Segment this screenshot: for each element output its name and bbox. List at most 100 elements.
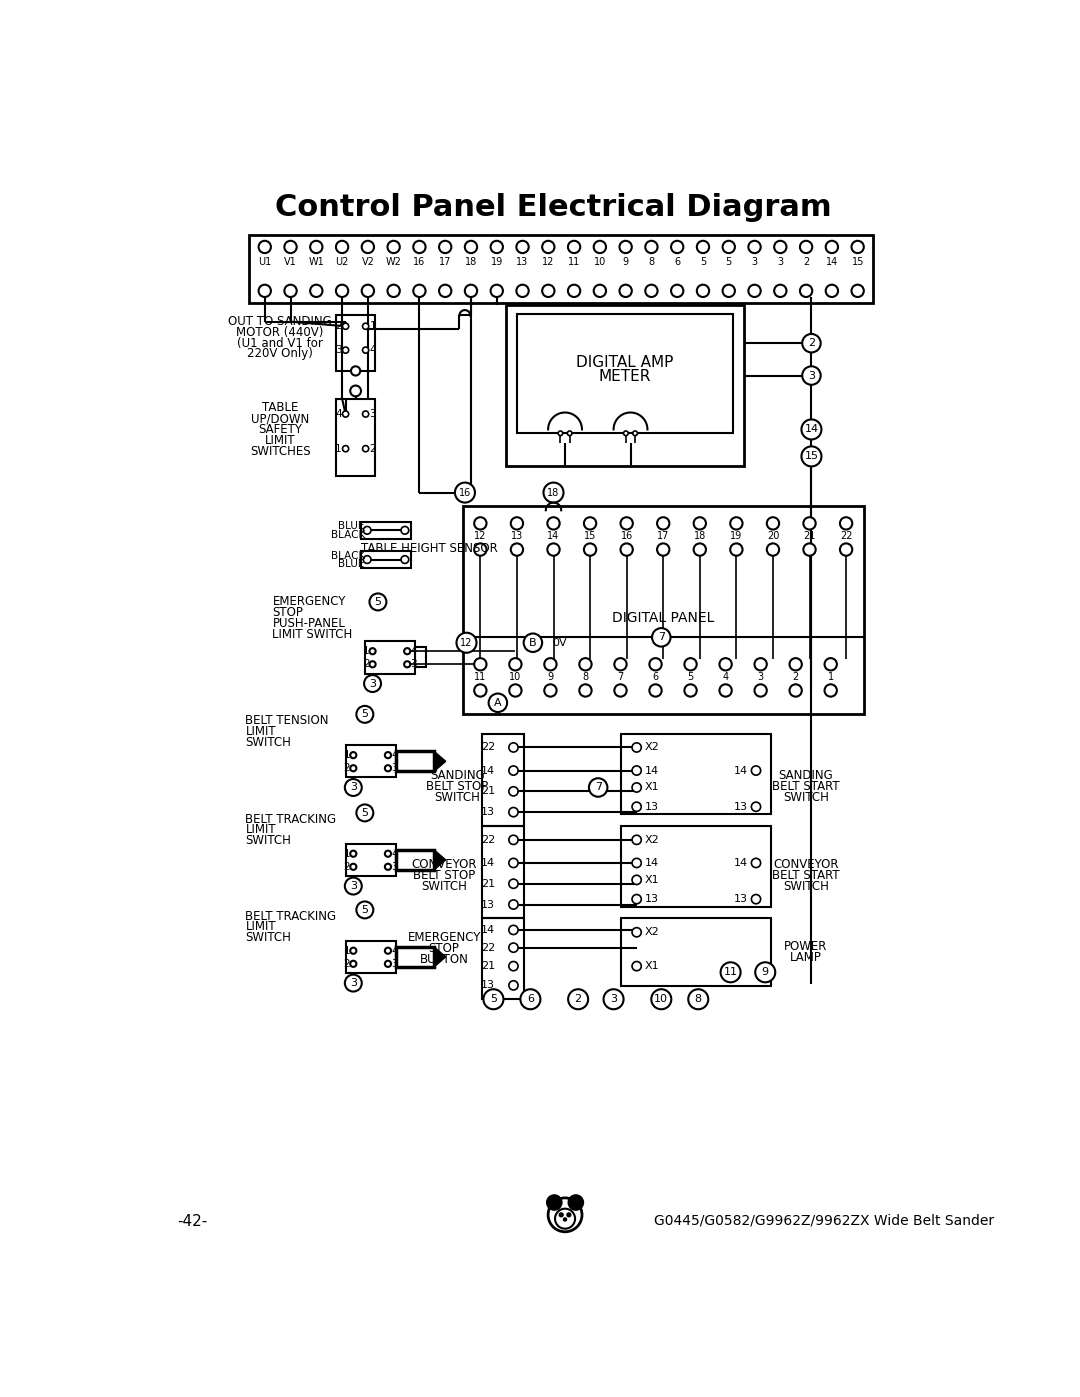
Circle shape bbox=[774, 240, 786, 253]
Text: UP/DOWN: UP/DOWN bbox=[251, 412, 309, 425]
Bar bbox=[346, 844, 395, 876]
Text: 10: 10 bbox=[654, 995, 669, 1004]
Circle shape bbox=[621, 543, 633, 556]
Text: 1: 1 bbox=[343, 750, 350, 760]
Bar bbox=[621, 918, 771, 986]
Circle shape bbox=[752, 802, 760, 812]
Text: 0V: 0V bbox=[553, 637, 567, 648]
Circle shape bbox=[604, 989, 623, 1009]
Circle shape bbox=[651, 989, 672, 1009]
Text: 6: 6 bbox=[652, 672, 659, 682]
Polygon shape bbox=[434, 752, 446, 771]
Text: 5: 5 bbox=[362, 710, 368, 719]
Circle shape bbox=[490, 285, 503, 298]
Text: 3: 3 bbox=[350, 782, 356, 792]
Circle shape bbox=[824, 658, 837, 671]
Text: 2: 2 bbox=[343, 958, 350, 970]
Circle shape bbox=[632, 766, 642, 775]
Circle shape bbox=[720, 963, 741, 982]
Text: 5: 5 bbox=[700, 257, 706, 267]
Circle shape bbox=[544, 685, 556, 697]
Circle shape bbox=[752, 894, 760, 904]
Text: SANDING: SANDING bbox=[779, 770, 834, 782]
Circle shape bbox=[511, 517, 523, 529]
Text: SWITCH: SWITCH bbox=[245, 834, 292, 847]
Text: U1: U1 bbox=[258, 257, 271, 267]
Circle shape bbox=[404, 648, 410, 654]
Circle shape bbox=[474, 543, 486, 556]
Text: 3: 3 bbox=[808, 370, 815, 380]
Text: 220V Only): 220V Only) bbox=[247, 348, 313, 360]
Circle shape bbox=[369, 661, 376, 668]
Circle shape bbox=[840, 543, 852, 556]
Circle shape bbox=[388, 240, 400, 253]
Bar bbox=[395, 947, 434, 967]
Circle shape bbox=[384, 766, 391, 771]
Text: 11: 11 bbox=[474, 672, 486, 682]
Text: X2: X2 bbox=[645, 835, 659, 845]
Text: B: B bbox=[529, 637, 537, 648]
Circle shape bbox=[685, 658, 697, 671]
Circle shape bbox=[388, 285, 400, 298]
Circle shape bbox=[804, 517, 815, 529]
Text: 14: 14 bbox=[734, 766, 748, 775]
Circle shape bbox=[342, 346, 349, 353]
Text: 3: 3 bbox=[391, 958, 397, 970]
Text: 4: 4 bbox=[369, 345, 376, 355]
Text: 5: 5 bbox=[726, 257, 732, 267]
Circle shape bbox=[649, 685, 662, 697]
Circle shape bbox=[474, 517, 486, 529]
Circle shape bbox=[440, 285, 451, 298]
Circle shape bbox=[511, 543, 523, 556]
Text: -42-: -42- bbox=[178, 1214, 208, 1228]
Text: LIMIT: LIMIT bbox=[245, 823, 276, 837]
Text: CONVEYOR: CONVEYOR bbox=[773, 858, 839, 870]
Circle shape bbox=[632, 894, 642, 904]
Text: Control Panel Electrical Diagram: Control Panel Electrical Diagram bbox=[275, 193, 832, 222]
Circle shape bbox=[632, 802, 642, 812]
Circle shape bbox=[730, 543, 743, 556]
Text: 11: 11 bbox=[568, 257, 580, 267]
Circle shape bbox=[350, 947, 356, 954]
Bar bbox=[482, 733, 524, 826]
Bar bbox=[482, 826, 524, 918]
Text: 3: 3 bbox=[369, 409, 376, 419]
Circle shape bbox=[723, 240, 734, 253]
Text: 13: 13 bbox=[481, 900, 495, 909]
Text: 12: 12 bbox=[460, 637, 473, 648]
Text: 18: 18 bbox=[464, 257, 477, 267]
Circle shape bbox=[824, 685, 837, 697]
Circle shape bbox=[356, 805, 374, 821]
Circle shape bbox=[748, 240, 760, 253]
Bar bbox=[346, 940, 395, 974]
Text: 16: 16 bbox=[414, 257, 426, 267]
Text: 19: 19 bbox=[490, 257, 503, 267]
Circle shape bbox=[509, 858, 518, 868]
Circle shape bbox=[568, 285, 580, 298]
Circle shape bbox=[632, 782, 642, 792]
Text: BELT STOP: BELT STOP bbox=[427, 780, 488, 793]
Circle shape bbox=[558, 432, 563, 436]
Text: 6: 6 bbox=[674, 257, 680, 267]
Text: 3: 3 bbox=[778, 257, 783, 267]
Circle shape bbox=[363, 556, 372, 563]
Text: 16: 16 bbox=[459, 488, 471, 497]
Text: DIGITAL PANEL: DIGITAL PANEL bbox=[612, 610, 715, 624]
Circle shape bbox=[363, 411, 368, 418]
Circle shape bbox=[350, 752, 356, 759]
Circle shape bbox=[516, 240, 529, 253]
Circle shape bbox=[369, 648, 376, 654]
Circle shape bbox=[752, 766, 760, 775]
Text: 9: 9 bbox=[622, 257, 629, 267]
Bar bbox=[361, 522, 411, 539]
Circle shape bbox=[544, 658, 556, 671]
Text: 3: 3 bbox=[410, 659, 417, 669]
Circle shape bbox=[649, 658, 662, 671]
Text: 2: 2 bbox=[363, 659, 369, 669]
Text: W1: W1 bbox=[309, 257, 324, 267]
Circle shape bbox=[488, 693, 508, 712]
Text: TABLE: TABLE bbox=[262, 401, 298, 415]
Text: BELT TRACKING: BELT TRACKING bbox=[245, 813, 337, 826]
Circle shape bbox=[623, 432, 629, 436]
Text: 19: 19 bbox=[730, 531, 743, 542]
